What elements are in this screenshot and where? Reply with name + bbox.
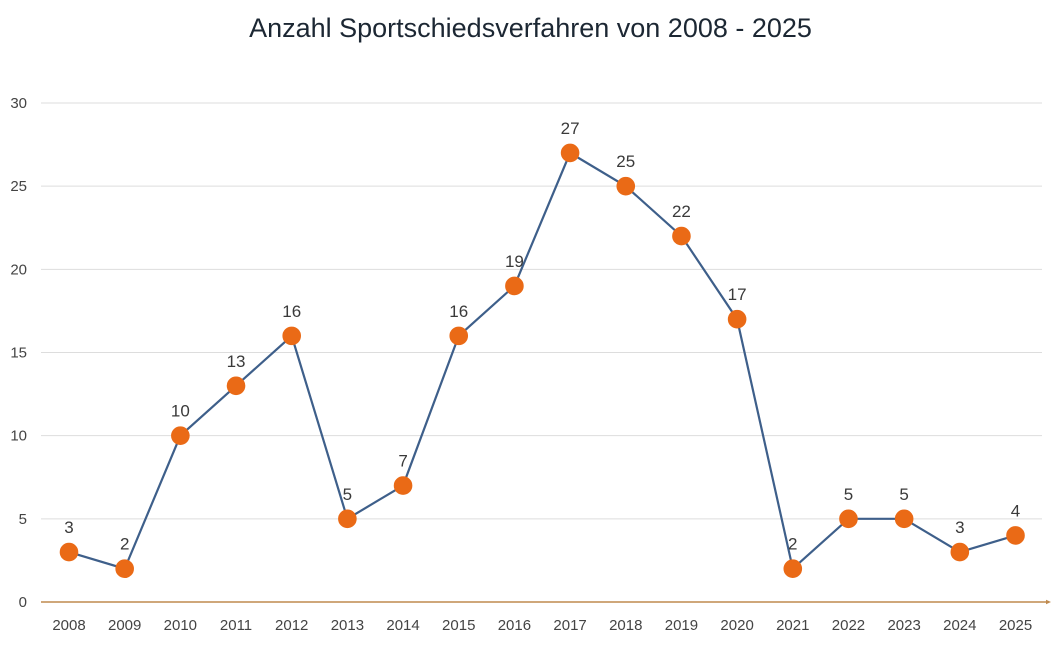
svg-text:5: 5 <box>899 485 908 504</box>
svg-text:22: 22 <box>672 202 691 221</box>
svg-text:16: 16 <box>449 302 468 321</box>
svg-text:20: 20 <box>10 261 27 278</box>
svg-text:2016: 2016 <box>498 617 531 634</box>
svg-text:3: 3 <box>64 518 73 537</box>
svg-text:2022: 2022 <box>832 617 865 634</box>
svg-text:2017: 2017 <box>553 617 586 634</box>
svg-text:2018: 2018 <box>609 617 642 634</box>
svg-text:2: 2 <box>120 535 129 554</box>
svg-text:13: 13 <box>227 352 246 371</box>
svg-text:2021: 2021 <box>776 617 809 634</box>
svg-text:2013: 2013 <box>331 617 364 634</box>
svg-text:5: 5 <box>19 511 27 528</box>
svg-text:2: 2 <box>788 535 797 554</box>
svg-text:25: 25 <box>616 152 635 171</box>
svg-text:5: 5 <box>343 485 352 504</box>
svg-text:0: 0 <box>19 594 27 611</box>
svg-text:25: 25 <box>10 178 27 195</box>
svg-text:4: 4 <box>1011 501 1020 520</box>
svg-text:2010: 2010 <box>164 617 197 634</box>
svg-text:2012: 2012 <box>275 617 308 634</box>
svg-text:2024: 2024 <box>943 617 976 634</box>
svg-text:10: 10 <box>10 428 27 445</box>
svg-text:2020: 2020 <box>720 617 753 634</box>
svg-text:2009: 2009 <box>108 617 141 634</box>
svg-text:5: 5 <box>844 485 853 504</box>
svg-text:2011: 2011 <box>220 617 252 634</box>
svg-text:2023: 2023 <box>887 617 920 634</box>
svg-text:2008: 2008 <box>52 617 85 634</box>
svg-text:30: 30 <box>10 95 27 112</box>
svg-text:2019: 2019 <box>665 617 698 634</box>
svg-text:2014: 2014 <box>386 617 419 634</box>
svg-text:15: 15 <box>10 345 27 362</box>
svg-text:2025: 2025 <box>999 617 1032 634</box>
svg-text:17: 17 <box>728 285 747 304</box>
svg-text:19: 19 <box>505 252 524 271</box>
svg-text:10: 10 <box>171 402 190 421</box>
svg-text:3: 3 <box>955 518 964 537</box>
svg-text:16: 16 <box>282 302 301 321</box>
svg-text:7: 7 <box>398 452 407 471</box>
svg-text:2015: 2015 <box>442 617 475 634</box>
svg-text:27: 27 <box>561 119 580 138</box>
